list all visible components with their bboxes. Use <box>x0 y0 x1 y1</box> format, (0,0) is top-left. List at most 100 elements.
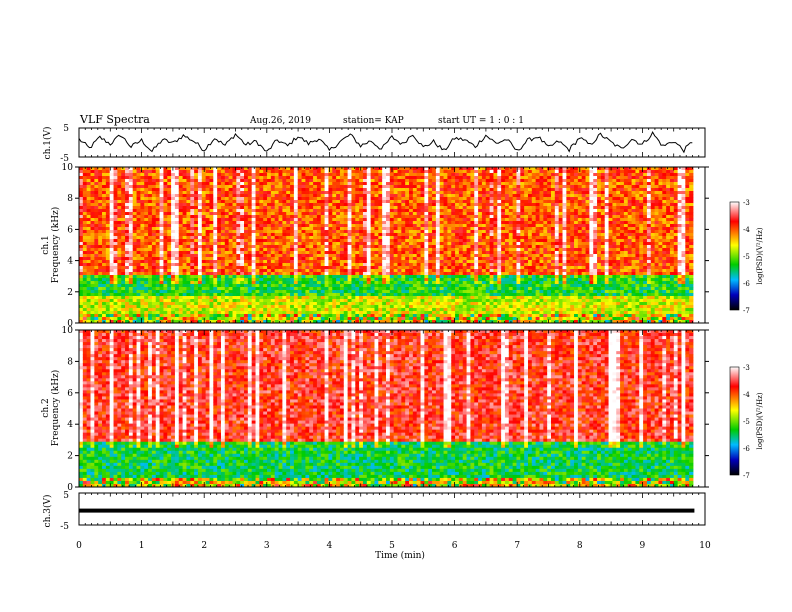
spectrogram-cell <box>309 305 313 308</box>
spectrogram-cell <box>348 215 352 218</box>
spectrogram-cell <box>87 185 91 188</box>
spectrogram-cell <box>94 227 98 230</box>
spectrogram-cell <box>133 191 137 194</box>
spectrogram-cell <box>378 233 382 236</box>
spectrogram-cell <box>79 290 83 293</box>
spectrogram-cell <box>359 257 363 260</box>
spectrogram-cell <box>328 185 332 188</box>
spectrogram-cell <box>171 203 175 206</box>
spectrogram-cell <box>386 173 390 176</box>
spectrogram-cell <box>213 239 217 242</box>
spectrogram-cell <box>421 296 425 299</box>
spectrogram-cell <box>98 194 102 197</box>
spectrogram-cell <box>248 278 252 281</box>
spectrogram-cell <box>409 257 413 260</box>
spectrogram-cell <box>279 179 283 182</box>
spectrogram-cell <box>190 200 194 203</box>
spectrogram-cell <box>286 281 290 284</box>
spectrogram-cell <box>309 293 313 296</box>
spectrogram-cell <box>87 200 91 203</box>
spectrogram-cell <box>140 281 144 284</box>
spectrogram-cell <box>413 263 417 266</box>
spectrogram-cell <box>79 173 83 176</box>
spectrogram-cell <box>405 254 409 257</box>
spectrogram-cell <box>175 269 179 272</box>
spectrogram-cell <box>198 311 202 314</box>
spectrogram-cell <box>213 257 217 260</box>
spectrogram-cell <box>294 176 298 179</box>
spectrogram-cell <box>167 314 171 317</box>
spectrogram-cell <box>321 311 325 314</box>
spectrogram-cell <box>332 230 336 233</box>
spectrogram-cell <box>202 227 206 230</box>
spectrogram-cell <box>91 266 95 269</box>
spectrogram-cell <box>348 290 352 293</box>
spectrogram-cell <box>198 266 202 269</box>
spectrogram-cell <box>317 287 321 290</box>
spectrogram-cell <box>256 251 260 254</box>
spectrogram-cell <box>355 263 359 266</box>
spectrogram-cell <box>340 209 344 212</box>
spectrogram-cell <box>286 203 290 206</box>
spectrogram-cell <box>428 263 432 266</box>
spectrogram-cell <box>125 224 129 227</box>
spectrogram-cell <box>321 170 325 173</box>
spectrogram-cell <box>325 191 329 194</box>
spectrogram-cell <box>432 239 436 242</box>
spectrogram-cell <box>424 257 428 260</box>
spectrogram-cell <box>252 278 256 281</box>
spectrogram-cell <box>282 314 286 317</box>
spectrogram-cell <box>91 221 95 224</box>
spectrogram-cell <box>359 218 363 221</box>
spectrogram-cell <box>317 275 321 278</box>
spectrogram-cell <box>325 302 329 305</box>
spectrogram-cell <box>198 167 202 170</box>
spectrogram-cell <box>371 314 375 317</box>
spectrogram-cell <box>110 305 114 308</box>
spectrogram-cell <box>125 179 129 182</box>
spectrogram-cell <box>94 302 98 305</box>
spectrogram-cell <box>424 221 428 224</box>
spectrogram-cell <box>198 308 202 311</box>
spectrogram-cell <box>213 278 217 281</box>
spectrogram-cell <box>336 194 340 197</box>
spectrogram-cell <box>394 293 398 296</box>
spectrogram-cell <box>94 221 98 224</box>
spectrogram-cell <box>98 230 102 233</box>
spectrogram-cell <box>317 284 321 287</box>
spectrogram-cell <box>144 212 148 215</box>
spectrogram-cell <box>417 242 421 245</box>
spectrogram-cell <box>313 215 317 218</box>
spectrogram-cell <box>209 251 213 254</box>
spectrogram-cell <box>156 182 160 185</box>
spectrogram-cell <box>413 242 417 245</box>
spectrogram-cell <box>432 284 436 287</box>
spectrogram-cell <box>114 296 118 299</box>
spectrogram-cell <box>279 314 283 317</box>
spectrogram-cell <box>140 233 144 236</box>
spectrogram-cell <box>206 314 210 317</box>
spectrogram-cell <box>148 221 152 224</box>
spectrogram-cell <box>351 263 355 266</box>
spectrogram-cell <box>313 296 317 299</box>
spectrogram-cell <box>209 221 213 224</box>
spectrogram-cell <box>163 227 167 230</box>
spectrogram-cell <box>378 224 382 227</box>
spectrogram-cell <box>440 266 444 269</box>
spectrogram-cell <box>98 224 102 227</box>
spectrogram-cell <box>413 284 417 287</box>
spectrogram-cell <box>160 206 164 209</box>
spectrogram-cell <box>421 293 425 296</box>
spectrogram-cell <box>417 209 421 212</box>
spectrogram-cell <box>267 263 271 266</box>
spectrogram-cell <box>263 194 267 197</box>
spectrogram-cell <box>102 254 106 257</box>
spectrogram-cell <box>421 206 425 209</box>
spectrogram-cell <box>382 266 386 269</box>
spectrogram-cell <box>137 272 141 275</box>
spectrogram-cell <box>279 269 283 272</box>
spectrogram-cell <box>206 209 210 212</box>
spectrogram-cell <box>140 317 144 320</box>
spectrogram-cell <box>332 317 336 320</box>
spectrogram-cell <box>401 269 405 272</box>
